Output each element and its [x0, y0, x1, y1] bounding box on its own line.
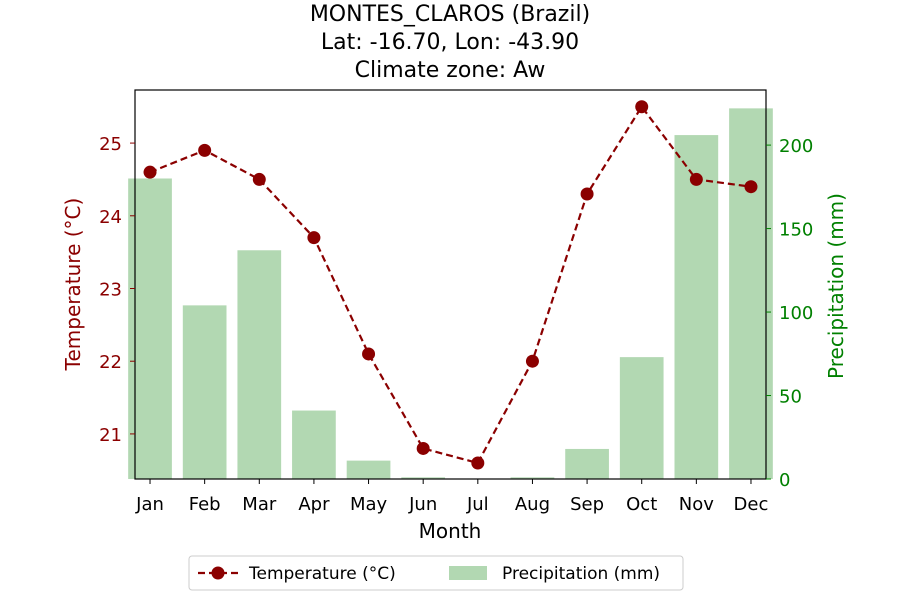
legend-precipitation-label: Precipitation (mm): [502, 564, 660, 584]
temperature-point-feb: [198, 143, 212, 157]
temperature-point-mar: [252, 172, 266, 186]
legend-temperature-label: Temperature (°C): [248, 564, 396, 584]
x-tick-label-oct: Oct: [626, 494, 657, 515]
y-left-tick-label-21: 21: [99, 425, 122, 446]
temperature-line: [143, 100, 758, 470]
x-tick-label-dec: Dec: [734, 494, 769, 515]
x-tick-label-jun: Jun: [408, 494, 437, 515]
y-axis-left-label: Temperature (°C): [61, 198, 85, 372]
precipitation-bar-feb: [182, 305, 227, 479]
temperature-point-sep: [580, 187, 594, 201]
precipitation-bar-mar: [237, 250, 282, 479]
x-axis-label: Month: [419, 519, 482, 543]
plot-frame: [134, 89, 767, 480]
title-line-3: Climate zone: Aw: [355, 58, 546, 83]
precipitation-bar-may: [346, 460, 391, 479]
temperature-point-dec: [744, 180, 758, 194]
y-right-tick-label-0: 0: [779, 470, 790, 491]
temperature-point-jul: [471, 456, 485, 470]
precipitation-bar-aug: [510, 477, 555, 479]
x-tick-label-jan: Jan: [135, 494, 164, 515]
chart-title: MONTES_CLAROS (Brazil) Lat: -16.70, Lon:…: [310, 2, 590, 83]
x-tick-label-apr: Apr: [298, 494, 330, 515]
precipitation-bar-nov: [674, 135, 719, 479]
temperature-point-aug: [525, 354, 539, 368]
y-right-tick-label-150: 150: [779, 220, 813, 241]
x-tick-label-aug: Aug: [515, 494, 550, 515]
y-left-tick-label-25: 25: [99, 134, 122, 155]
y-right-tick-label-200: 200: [779, 136, 813, 157]
temperature-point-nov: [689, 172, 703, 186]
legend: Temperature (°C) Precipitation (mm): [188, 555, 684, 591]
x-tick-label-sep: Sep: [570, 494, 604, 515]
precipitation-bars: [128, 108, 773, 479]
title-line-2: Lat: -16.70, Lon: -43.90: [321, 30, 579, 55]
temperature-series-line: [149, 104, 752, 465]
x-tick-label-feb: Feb: [189, 494, 221, 515]
temperature-point-oct: [635, 100, 649, 114]
precipitation-bar-apr: [292, 410, 336, 479]
x-tick-label-mar: Mar: [242, 494, 277, 515]
x-tick-label-jul: Jul: [466, 494, 489, 515]
y-left-tick-label-24: 24: [99, 207, 122, 228]
precipitation-bar-oct: [619, 357, 664, 479]
y-right-tick-label-50: 50: [779, 387, 802, 408]
legend-box: [188, 555, 684, 591]
legend-precipitation-swatch: [449, 566, 487, 580]
x-tick-label-nov: Nov: [679, 494, 714, 515]
y-left-tick-label-23: 23: [99, 279, 122, 300]
legend-temperature-marker: [211, 566, 225, 580]
precipitation-bar-sep: [565, 448, 609, 479]
temperature-point-jan: [143, 165, 157, 179]
y-axis-right-label: Precipitation (mm): [824, 193, 848, 379]
y-left-tick-label-22: 22: [99, 352, 122, 373]
temperature-point-apr: [307, 231, 321, 245]
title-line-1: MONTES_CLAROS (Brazil): [310, 2, 590, 27]
temperature-point-jun: [416, 441, 430, 455]
y-right-tick-label-100: 100: [779, 303, 813, 324]
chart-axes: Jan Feb Mar Apr May Jun Jul Aug Sep Oct Nov Dec 21 22…: [99, 89, 813, 515]
temperature-point-may: [362, 347, 376, 361]
x-tick-label-may: May: [350, 494, 388, 515]
precipitation-bar-jun: [401, 477, 446, 479]
